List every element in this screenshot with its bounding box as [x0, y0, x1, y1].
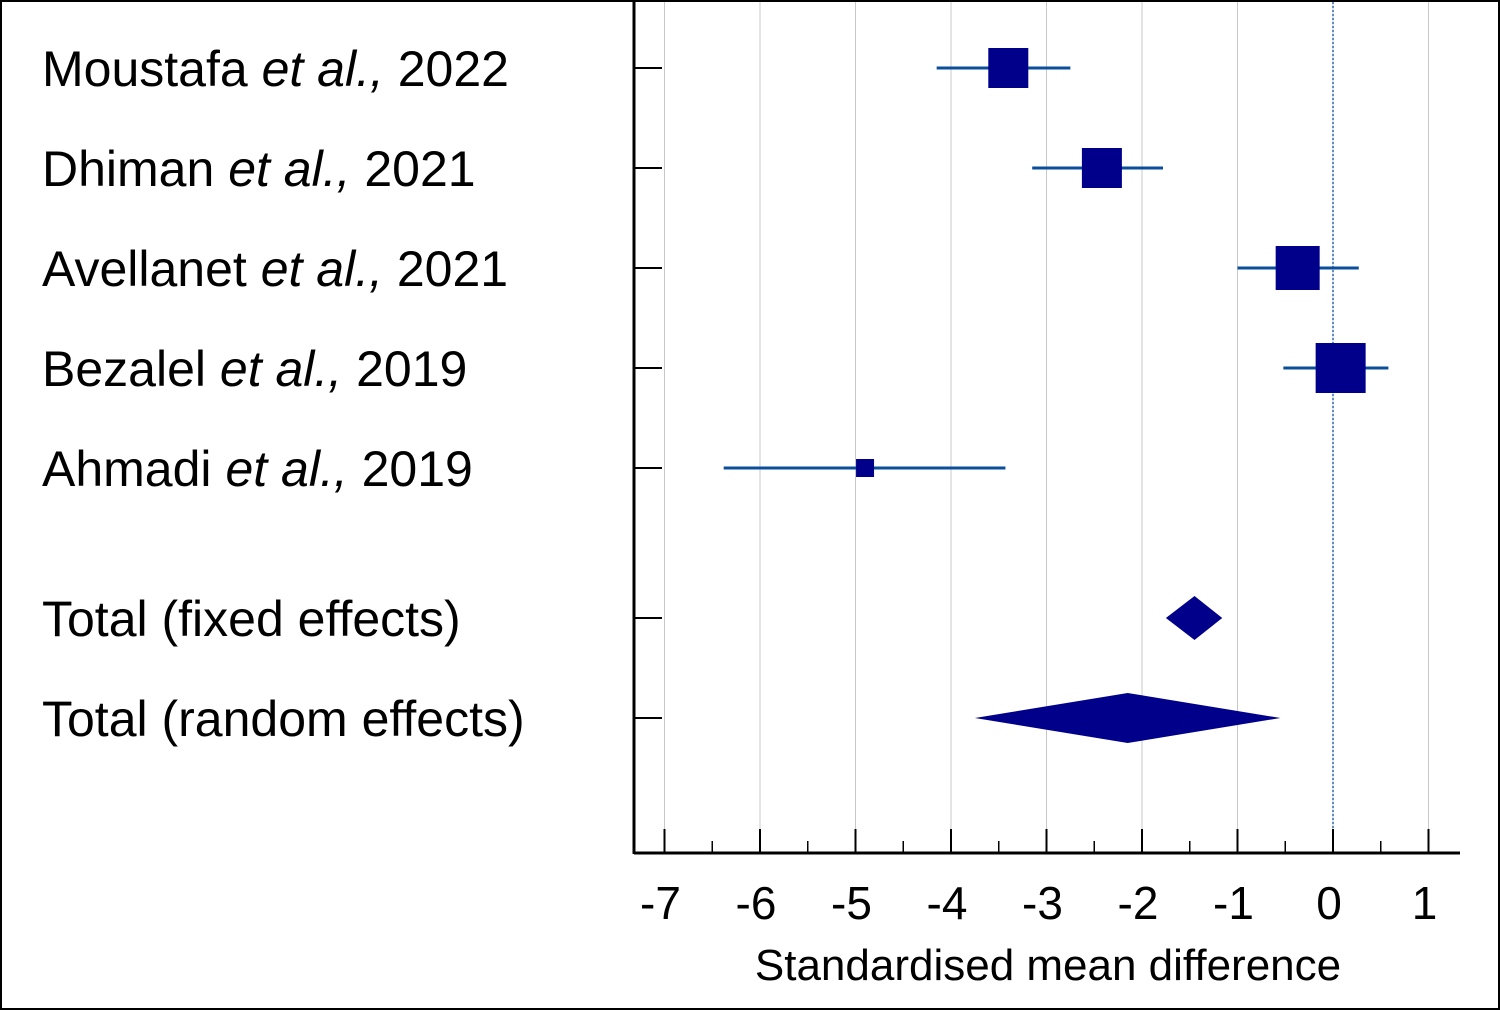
- study-author: Moustafa: [42, 41, 262, 97]
- effect-square: [1081, 148, 1122, 188]
- study-year: 2019: [342, 341, 467, 397]
- tick-label: 1: [1412, 877, 1438, 929]
- grid-lines: [664, 2, 1429, 853]
- total-label: Total (random effects): [42, 691, 525, 747]
- x-axis-title: Standardised mean difference: [755, 941, 1341, 990]
- effect-square: [1315, 343, 1366, 393]
- study-etal: et al.,: [262, 41, 384, 97]
- study-label: Ahmadi et al., 2019: [42, 441, 473, 497]
- pooled-diamond: [1165, 596, 1223, 640]
- tick-label: -5: [831, 877, 872, 929]
- study-etal: et al.,: [261, 241, 383, 297]
- study-label: Moustafa et al., 2022: [42, 41, 509, 97]
- tick-label: -1: [1213, 877, 1254, 929]
- effect-square: [988, 48, 1029, 88]
- tick-label: -2: [1118, 877, 1159, 929]
- study-author: Avellanet: [42, 241, 261, 297]
- study-author: Bezalel: [42, 341, 220, 397]
- study-year: 2019: [348, 441, 473, 497]
- study-label: Bezalel et al., 2019: [42, 341, 467, 397]
- study-etal: et al.,: [220, 341, 342, 397]
- tick-label: -6: [736, 877, 777, 929]
- study-label: Dhiman et al., 2021: [42, 141, 476, 197]
- tick-label: -4: [927, 877, 968, 929]
- study-year: 2021: [383, 241, 508, 297]
- effect-square: [856, 459, 875, 477]
- tick-label: -7: [640, 877, 681, 929]
- study-label: Avellanet et al., 2021: [42, 241, 508, 297]
- tick-label: 0: [1316, 877, 1342, 929]
- x-axis-ticks: -7 -6 -5 -4 -3 -2 -1 0 1: [640, 829, 1437, 929]
- total-label: Total (fixed effects): [42, 591, 461, 647]
- study-etal: et al.,: [228, 141, 350, 197]
- study-author: Dhiman: [42, 141, 228, 197]
- study-labels: Moustafa et al., 2022 Dhiman et al., 2021…: [42, 41, 525, 747]
- effect-markers: [723, 48, 1389, 743]
- study-year: 2021: [350, 141, 475, 197]
- tick-label: -3: [1022, 877, 1063, 929]
- pooled-diamond: [974, 693, 1281, 743]
- study-author: Ahmadi: [42, 441, 225, 497]
- effect-square: [1275, 246, 1320, 290]
- study-etal: et al.,: [225, 441, 347, 497]
- study-year: 2022: [384, 41, 509, 97]
